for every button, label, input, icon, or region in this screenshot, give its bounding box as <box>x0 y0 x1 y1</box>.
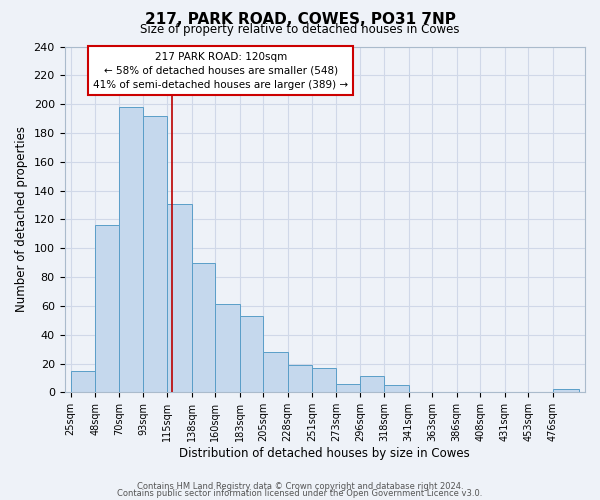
Y-axis label: Number of detached properties: Number of detached properties <box>15 126 28 312</box>
Text: Contains public sector information licensed under the Open Government Licence v3: Contains public sector information licen… <box>118 489 482 498</box>
Text: Size of property relative to detached houses in Cowes: Size of property relative to detached ho… <box>140 22 460 36</box>
Bar <box>71 370 95 392</box>
Text: Contains HM Land Registry data © Crown copyright and database right 2024.: Contains HM Land Registry data © Crown c… <box>137 482 463 491</box>
Text: 217, PARK ROAD, COWES, PO31 7NP: 217, PARK ROAD, COWES, PO31 7NP <box>145 12 455 28</box>
Bar <box>313 368 336 392</box>
Bar <box>288 365 313 392</box>
Text: 217 PARK ROAD: 120sqm
← 58% of detached houses are smaller (548)
41% of semi-det: 217 PARK ROAD: 120sqm ← 58% of detached … <box>93 52 348 90</box>
Bar <box>239 316 263 392</box>
Bar <box>553 390 578 392</box>
Bar <box>143 116 167 392</box>
Bar <box>263 352 288 393</box>
Bar <box>361 376 384 392</box>
X-axis label: Distribution of detached houses by size in Cowes: Distribution of detached houses by size … <box>179 447 470 460</box>
Bar <box>215 304 239 392</box>
Bar <box>119 107 143 393</box>
Bar <box>336 384 361 392</box>
Bar <box>384 385 409 392</box>
Bar <box>167 204 191 392</box>
Bar <box>191 262 215 392</box>
Bar <box>95 225 119 392</box>
